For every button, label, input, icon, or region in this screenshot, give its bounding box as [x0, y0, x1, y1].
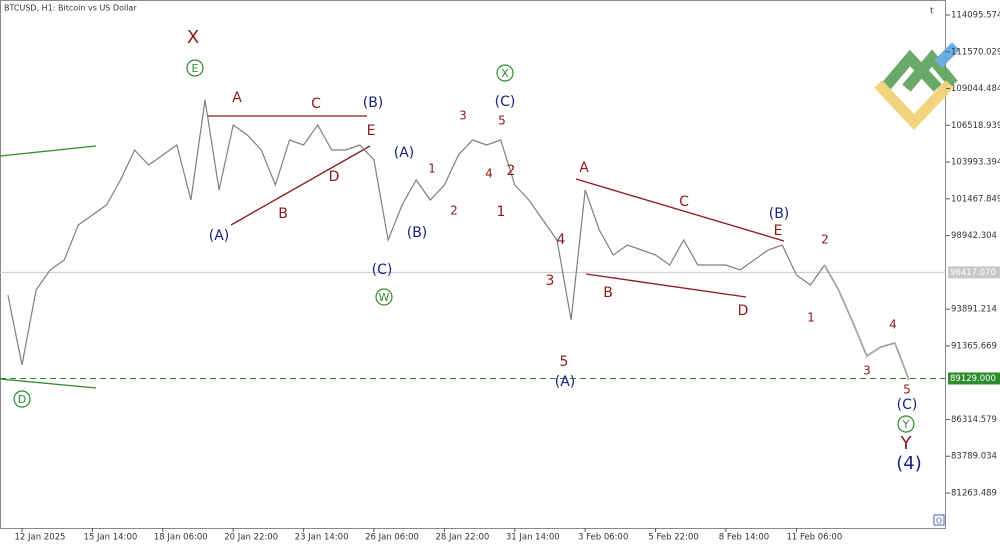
wave-label: E [192, 62, 199, 75]
logo [874, 42, 960, 131]
trend-line [0, 378, 97, 389]
wave-label: W [379, 291, 390, 304]
trend-line [230, 145, 371, 226]
x-tick-label: 26 Jan 06:00 [365, 533, 419, 543]
x-tick-label: 23 Jan 14:00 [295, 533, 349, 543]
y-tick-label: 106518.939 [951, 121, 1000, 131]
logo-shape [934, 42, 960, 68]
wave-label: 3 [863, 364, 871, 378]
wave-label: 1 [807, 311, 815, 325]
wave-label: (C) [495, 94, 516, 110]
wave-label: 5 [560, 354, 569, 370]
wave-label: Y [900, 433, 913, 454]
y-tick-label: 114095.574 [951, 10, 1000, 20]
y-tick-label: 83789.034 [951, 452, 997, 462]
wave-label: A [579, 160, 589, 176]
plot-frame [0, 0, 946, 529]
wave-label: 5 [498, 114, 506, 128]
wave-label: (B) [407, 225, 428, 241]
price-line-series [823, 264, 910, 381]
y-tick-label: 111570.029 [951, 47, 1000, 57]
wave-label: E [774, 223, 783, 239]
wave-label: (A) [394, 145, 415, 161]
wave-label: (C) [897, 397, 918, 413]
chart-title: BTCUSD, H1: Bitcoin vs US Dollar [4, 4, 137, 13]
price-label: 89129.000 [950, 374, 996, 384]
trend-lines [0, 115, 785, 389]
wave-label: (A) [555, 374, 576, 390]
y-tick-label: 81263.489 [951, 488, 997, 498]
wave-label: 4 [485, 167, 493, 181]
wave-label: Y [902, 418, 910, 431]
wave-label: (B) [769, 206, 790, 222]
x-tick-label: 18 Jan 06:00 [154, 533, 208, 543]
logo-shape [880, 49, 942, 92]
logo-shape [902, 49, 958, 92]
wave-label: X [187, 27, 199, 48]
wave-label: 2 [507, 163, 516, 179]
top-right-label: t [930, 7, 934, 17]
wave-circle [186, 59, 204, 77]
wave-label: 3 [459, 109, 467, 123]
x-tick-label: 12 Jan 2025 [14, 533, 65, 543]
wave-label: 4 [889, 318, 897, 332]
logo-shape [874, 80, 954, 131]
wave-label: E [367, 123, 376, 139]
wave-circle [897, 415, 915, 433]
x-tick-label: 8 Feb 14:00 [719, 533, 769, 543]
wave-label: (C) [372, 262, 393, 278]
wave-label: D [329, 169, 340, 185]
wave-label: (4) [896, 453, 922, 474]
wave-circle [375, 288, 393, 306]
y-tick-label: 91365.669 [951, 341, 997, 351]
x-tick-label: 3 Feb 06:00 [578, 533, 628, 543]
wave-label: D [738, 303, 749, 319]
price-line-series [7, 99, 825, 366]
corner-button[interactable] [933, 514, 945, 526]
wave-circle [496, 64, 514, 82]
x-tick-label: 5 Feb 22:00 [648, 533, 698, 543]
wave-label: (A) [209, 228, 230, 244]
y-tick-label: 93891.214 [951, 305, 997, 315]
x-tick-label: 28 Jan 22:00 [435, 533, 489, 543]
x-tick-label: 11 Feb 06:00 [786, 533, 842, 543]
x-tick-label: 20 Jan 22:00 [224, 533, 278, 543]
y-tick-label: 109044.484 [951, 84, 1000, 94]
wave-label: 1 [497, 204, 506, 220]
price-label-box [948, 266, 1000, 279]
wave-label: 4 [557, 232, 566, 248]
wave-label: 3 [546, 273, 555, 289]
wave-label: B [278, 206, 288, 222]
x-tick-label: 31 Jan 14:00 [506, 533, 560, 543]
wave-circle [13, 390, 31, 408]
wave-label: 2 [821, 233, 829, 247]
wave-label: (B) [363, 95, 384, 111]
wave-label: 5 [903, 383, 911, 397]
price-label-box [948, 372, 1000, 385]
y-tick-label: 98942.304 [951, 231, 997, 241]
wave-label: 2 [450, 204, 458, 218]
y-tick-label: 86314.579 [951, 415, 997, 425]
wave-label: A [232, 90, 242, 106]
wave-label: X [501, 67, 509, 80]
trend-line [585, 273, 747, 298]
wave-label: C [679, 194, 689, 210]
y-tick-label: 101467.849 [951, 194, 1000, 204]
corner-button-label: O [936, 517, 942, 526]
wave-label: B [603, 285, 613, 301]
wave-label: 1 [428, 162, 436, 176]
y-tick-label: 103993.394 [951, 158, 1000, 168]
wave-label: C [311, 96, 321, 112]
x-tick-label: 15 Jan 14:00 [83, 533, 137, 543]
price-label: 96417.070 [950, 268, 996, 278]
trend-line [575, 178, 785, 242]
trend-line [0, 145, 97, 157]
wave-label: D [18, 393, 26, 406]
